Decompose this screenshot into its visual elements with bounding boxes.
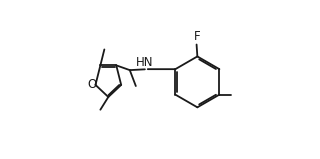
Text: F: F — [194, 30, 200, 43]
Text: HN: HN — [136, 55, 153, 69]
Text: O: O — [87, 78, 97, 91]
